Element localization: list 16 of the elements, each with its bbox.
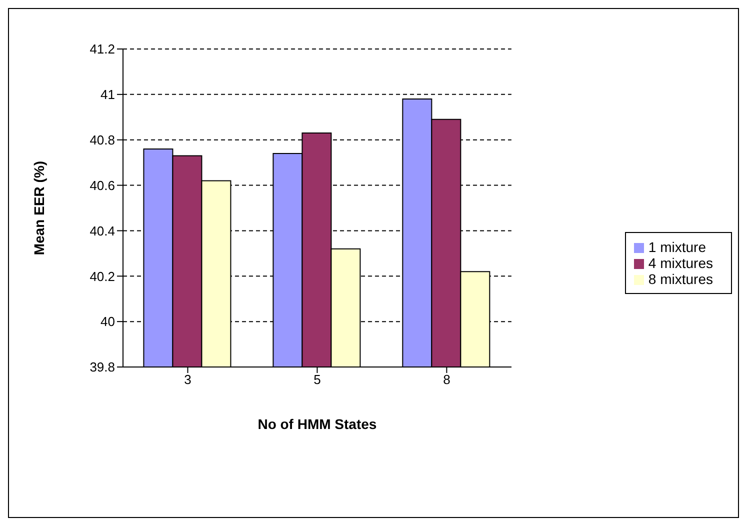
y-tick-label: 40.6 [90, 178, 115, 193]
legend-label: 8 mixtures [648, 271, 713, 287]
y-tick-label: 39.8 [90, 360, 115, 375]
x-axis-title: No of HMM States [258, 416, 377, 432]
y-tick-label: 40 [100, 314, 115, 330]
y-tick-label: 40.2 [90, 268, 115, 284]
legend-label: 1 mixture [648, 239, 706, 255]
legend-label: 4 mixtures [648, 255, 713, 271]
x-tick-label: 5 [314, 372, 321, 388]
y-tick-label: 40.4 [90, 223, 115, 238]
y-tick-label: 41 [100, 87, 115, 102]
x-tick-label: 3 [184, 372, 192, 388]
y-tick-label: 40.8 [90, 132, 115, 148]
y-tick-label: 41.2 [90, 42, 115, 57]
x-tick-label: 8 [443, 372, 450, 388]
y-axis-title: Mean EER (%) [30, 160, 47, 256]
